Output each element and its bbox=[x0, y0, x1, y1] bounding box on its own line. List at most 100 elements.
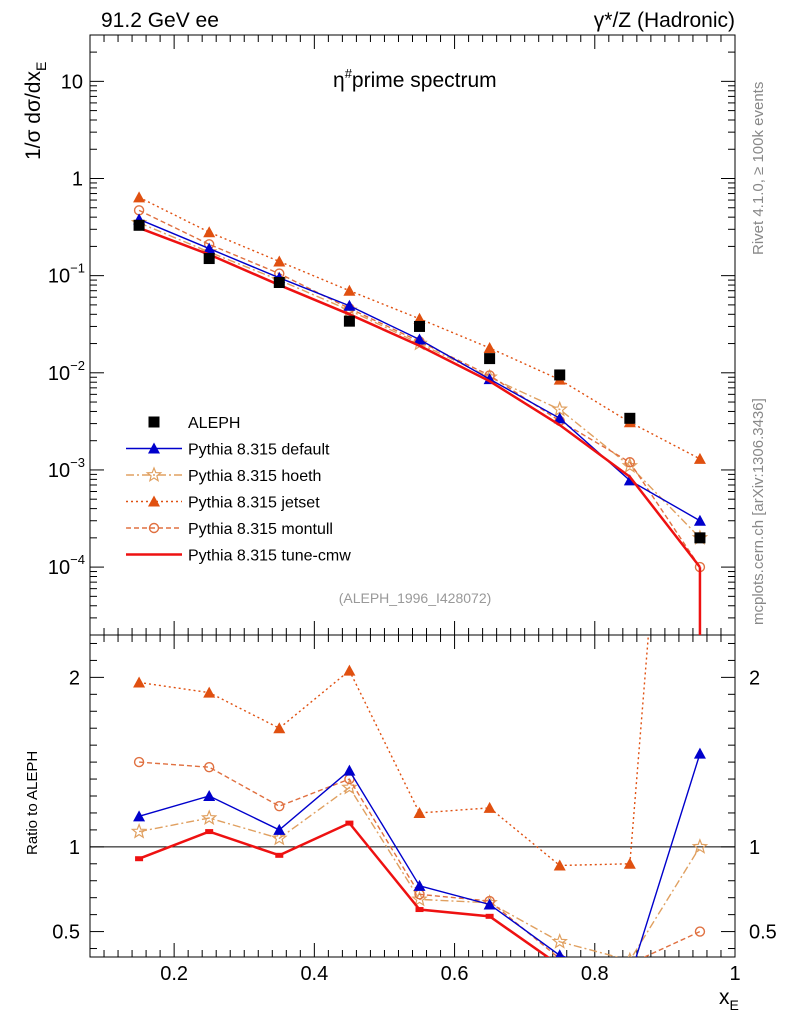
hoeth-ratio-point bbox=[411, 890, 428, 907]
data-point bbox=[624, 412, 636, 424]
data-point bbox=[203, 253, 215, 265]
main-y-tick-label: 10−3 bbox=[48, 455, 85, 482]
legend-item-cmw: Pythia 8.315 tune-cmw bbox=[126, 548, 351, 565]
ratio-frame bbox=[89, 634, 736, 958]
hoeth-ratio-point bbox=[130, 822, 148, 839]
ratio-y-tick-label: 0.5 bbox=[52, 922, 80, 944]
montull-ratio-point bbox=[625, 959, 634, 968]
jetset-ratio-point bbox=[623, 857, 636, 869]
cmw-ratio-point bbox=[135, 856, 144, 862]
main-y-tick-label: 10−4 bbox=[48, 552, 85, 579]
jetset-ratio-point bbox=[483, 801, 496, 813]
default-ratio-point bbox=[555, 949, 564, 957]
data-point bbox=[554, 369, 566, 381]
series-data bbox=[133, 219, 706, 544]
ratio-series bbox=[130, 635, 709, 985]
main-series bbox=[130, 191, 709, 635]
legend: ALEPH Pythia 8.315 default Pythia 8.315 ho… bbox=[126, 415, 351, 565]
montull-point bbox=[624, 457, 636, 468]
main-frame bbox=[89, 34, 736, 636]
montull-ratio-point bbox=[694, 926, 706, 937]
legend-marker-hoeth bbox=[145, 466, 163, 483]
default-ratio-point bbox=[203, 790, 216, 801]
hoeth-line bbox=[138, 222, 701, 539]
default-ratio-point bbox=[624, 971, 636, 982]
data-point bbox=[273, 277, 285, 289]
energy-label: 91.2 GeV ee bbox=[101, 9, 219, 32]
legend-label-hoeth: Pythia 8.315 hoeth bbox=[188, 468, 321, 485]
montull-ratio-point bbox=[203, 761, 215, 773]
default-point bbox=[693, 514, 706, 526]
ratio-y-tick-label-right: 0.5 bbox=[749, 922, 777, 944]
ratio-y-tick-label-right: 2 bbox=[749, 667, 760, 689]
ratio-y-axis-label: Ratio to ALEPH bbox=[24, 751, 41, 855]
ratio-series-default bbox=[133, 747, 706, 982]
legend-label-montull: Pythia 8.315 montull bbox=[188, 521, 333, 538]
jetset-point bbox=[133, 191, 146, 203]
main-ticks: 10 1 10−1 10−2 10−3 10−4 bbox=[48, 34, 735, 636]
legend-item-jetset: Pythia 8.315 jetset bbox=[126, 495, 320, 512]
default-point bbox=[203, 242, 216, 254]
main-y-tick-label: 1 bbox=[72, 169, 83, 191]
series-montull bbox=[133, 205, 706, 573]
montull-ratio-point bbox=[274, 800, 285, 812]
cmw-ratio-point bbox=[626, 971, 634, 976]
hoeth-ratio-point bbox=[200, 809, 218, 826]
hoeth-ratio-point bbox=[341, 778, 358, 795]
main-y-tick-label: 10−2 bbox=[48, 358, 85, 385]
legend-marker-default bbox=[148, 442, 160, 454]
ratio-series-montull bbox=[133, 756, 706, 968]
legend-item-hoeth: Pythia 8.315 hoeth bbox=[126, 466, 321, 485]
legend-label-default: Pythia 8.315 default bbox=[188, 442, 330, 459]
ratio-ticks: 0.5 0.5 1 1 2 2 bbox=[52, 642, 777, 950]
default-ratio-point bbox=[133, 810, 146, 822]
data-point bbox=[484, 353, 496, 365]
hoeth-ratio-point bbox=[551, 933, 568, 949]
legend-label-cmw: Pythia 8.315 tune-cmw bbox=[188, 548, 351, 565]
legend-item-default: Pythia 8.315 default bbox=[126, 442, 330, 459]
data-point bbox=[343, 315, 355, 327]
default-ratio-point bbox=[483, 898, 496, 910]
legend-item-montull: Pythia 8.315 montull bbox=[126, 521, 333, 538]
ratio-series-cmw bbox=[135, 820, 704, 985]
x-tick-label: 0.8 bbox=[581, 963, 609, 985]
x-tick-label: 0.2 bbox=[160, 963, 188, 985]
cmw-ratio-point bbox=[556, 963, 564, 968]
default-ratio-point bbox=[273, 823, 286, 835]
jetset-point bbox=[273, 255, 286, 267]
legend-item-data: ALEPH bbox=[148, 415, 240, 432]
ratio-y-tick-label: 1 bbox=[69, 837, 80, 859]
default-ratio-point bbox=[693, 747, 706, 759]
montull-ratio-point bbox=[133, 756, 145, 768]
cmw-ratio-point bbox=[275, 852, 284, 858]
legend-label-jetset: Pythia 8.315 jetset bbox=[188, 495, 320, 512]
jetset-ratio-point bbox=[413, 806, 426, 818]
hoeth-point bbox=[621, 457, 639, 473]
rivet-label: Rivet 4.1.0, ≥ 100k events bbox=[750, 82, 767, 255]
cmw-ratio-point bbox=[415, 907, 424, 913]
default-ratio-point bbox=[413, 879, 426, 891]
hoeth-ratio-point bbox=[691, 838, 709, 854]
cmw-ratio-point bbox=[696, 980, 704, 985]
jetset-point bbox=[693, 452, 706, 464]
plot-title: η#prime spectrum bbox=[333, 66, 497, 92]
cmw-ratio-point bbox=[205, 829, 214, 835]
jetset-ratio-point bbox=[133, 676, 146, 688]
series-cmw bbox=[138, 226, 702, 635]
x-tick-label: 0.4 bbox=[300, 963, 328, 985]
x-axis-label: xE bbox=[719, 986, 739, 1013]
default-ratio-line bbox=[138, 753, 701, 957]
jetset-ratio-point bbox=[203, 686, 216, 698]
x-tick-label: 0.6 bbox=[441, 963, 469, 985]
default-point bbox=[413, 333, 426, 345]
jetset-point bbox=[343, 284, 356, 296]
mcplots-label: mcplots.cern.ch [arXiv:1306.3436] bbox=[750, 398, 767, 625]
analysis-label: (ALEPH_1996_I428072) bbox=[339, 590, 492, 606]
cmw-ratio-point bbox=[345, 820, 354, 826]
jetset-ratio-point bbox=[553, 859, 566, 871]
montull-ratio-line bbox=[139, 761, 701, 957]
data-point bbox=[133, 219, 145, 231]
jetset-point bbox=[203, 226, 216, 238]
jetset-ratio-point bbox=[273, 722, 286, 734]
